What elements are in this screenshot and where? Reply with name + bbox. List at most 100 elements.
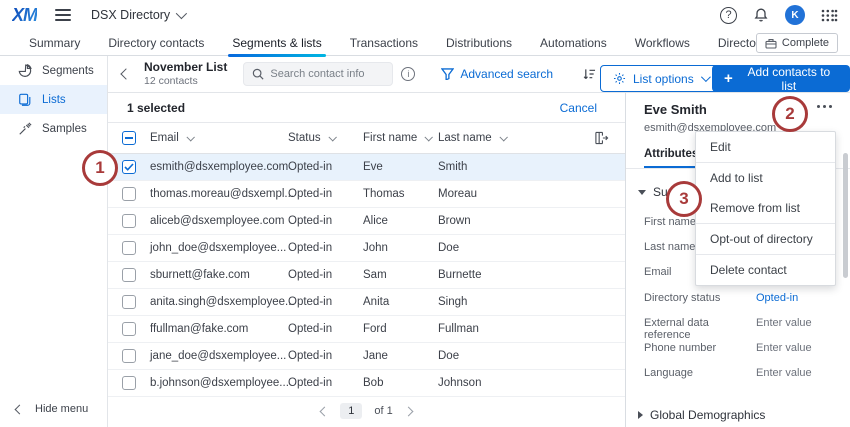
- caret-right-icon: [638, 411, 643, 419]
- cell-first-name: Sam: [363, 269, 387, 281]
- info-icon[interactable]: i: [401, 67, 416, 81]
- tab-directory-contacts[interactable]: Directory contacts: [108, 35, 205, 50]
- cell-first-name: Bob: [363, 377, 384, 389]
- cell-first-name: Thomas: [363, 188, 405, 200]
- complete-button[interactable]: Complete: [755, 33, 838, 53]
- cell-first-name: Eve: [363, 161, 383, 173]
- tab-workflows[interactable]: Workflows: [634, 35, 690, 50]
- top-bar: XM DSX Directory ? K: [0, 0, 850, 30]
- chevron-down-icon[interactable]: [328, 133, 337, 142]
- table-row[interactable]: thomas.moreau@dsxempl... Opted-in Thomas…: [108, 181, 625, 208]
- table-row[interactable]: ffullman@fake.com Opted-in Ford Fullman: [108, 316, 625, 343]
- advanced-search-button[interactable]: Advanced search: [441, 67, 553, 81]
- menu-item-edit[interactable]: Edit: [710, 140, 731, 154]
- column-header-email[interactable]: Email: [150, 132, 179, 144]
- tab-distributions[interactable]: Distributions: [446, 35, 513, 50]
- cell-email: john_doe@dsxemployee...: [150, 242, 287, 254]
- chevron-down-icon[interactable]: [186, 133, 195, 142]
- cell-email: sburnett@fake.com: [150, 269, 250, 281]
- panel-scrollbar[interactable]: [843, 153, 848, 278]
- menu-item-remove-from-list[interactable]: Remove from list: [710, 201, 801, 215]
- caret-down-icon: [638, 189, 646, 195]
- cell-status: Opted-in: [288, 188, 333, 200]
- cell-status: Opted-in: [288, 377, 333, 389]
- cell-status: Opted-in: [288, 242, 333, 254]
- global-demographics-toggle[interactable]: Global Demographics: [638, 408, 765, 422]
- manage-columns-icon[interactable]: [594, 131, 609, 148]
- cell-last-name: Doe: [438, 242, 460, 254]
- row-checkbox[interactable]: [122, 160, 136, 174]
- table-row[interactable]: sburnett@fake.com Opted-in Sam Burnette: [108, 262, 625, 289]
- menu-item-opt-out[interactable]: Opt-out of directory: [710, 232, 813, 246]
- table-row[interactable]: b.johnson@dsxemployee... Opted-in Bob Jo…: [108, 370, 625, 397]
- row-checkbox[interactable]: [122, 376, 136, 390]
- search-input[interactable]: [270, 68, 381, 80]
- tab-summary[interactable]: Summary: [29, 35, 81, 50]
- row-checkbox[interactable]: [122, 214, 136, 228]
- column-header-status[interactable]: Status: [288, 132, 321, 144]
- chevron-down-icon: [175, 7, 188, 20]
- prev-page-icon[interactable]: [319, 406, 330, 416]
- app-grid-icon[interactable]: [821, 9, 838, 22]
- callout-2: 2: [772, 96, 808, 132]
- chevron-left-icon: [14, 404, 25, 414]
- sidebar-item-lists[interactable]: Lists: [0, 85, 107, 114]
- cell-last-name: Doe: [438, 350, 460, 362]
- list-options-button[interactable]: List options: [600, 65, 721, 92]
- selection-bar: 1 selected Cancel: [108, 93, 625, 123]
- directory-title: DSX Directory: [91, 8, 171, 22]
- menu-item-delete-contact[interactable]: Delete contact: [710, 263, 787, 277]
- user-avatar[interactable]: K: [785, 5, 805, 25]
- pagination: 1 of 1: [108, 403, 625, 419]
- row-checkbox[interactable]: [122, 349, 136, 363]
- chevron-down-icon: [700, 72, 711, 83]
- select-all-checkbox[interactable]: [122, 131, 136, 145]
- tab-automations[interactable]: Automations: [540, 35, 607, 50]
- tab-attributes[interactable]: Attributes: [644, 148, 699, 168]
- cell-last-name: Johnson: [438, 377, 482, 389]
- cell-first-name: Anita: [363, 296, 390, 308]
- field-external-data-reference: External data reference Enter value: [644, 317, 812, 341]
- table-row[interactable]: john_doe@dsxemployee... Opted-in John Do…: [108, 235, 625, 262]
- add-contacts-button[interactable]: + Add contacts to list: [712, 65, 850, 93]
- hide-menu-button[interactable]: Hide menu: [14, 403, 88, 415]
- bell-icon[interactable]: [753, 7, 769, 23]
- help-icon[interactable]: ?: [720, 6, 737, 24]
- chevron-down-icon[interactable]: [499, 133, 508, 142]
- cell-email: ffullman@fake.com: [150, 323, 249, 335]
- current-page[interactable]: 1: [340, 403, 363, 419]
- column-header-last-name[interactable]: Last name: [438, 132, 492, 144]
- tab-segments-lists[interactable]: Segments & lists: [218, 30, 335, 57]
- cell-last-name: Fullman: [438, 323, 479, 335]
- cell-email: esmith@dsxemployee.com: [150, 161, 289, 173]
- table-row[interactable]: anita.singh@dsxemployee... Opted-in Anit…: [108, 289, 625, 316]
- table-row[interactable]: aliceb@dsxemployee.com Opted-in Alice Br…: [108, 208, 625, 235]
- cell-first-name: Ford: [363, 323, 387, 335]
- row-checkbox[interactable]: [122, 268, 136, 282]
- menu-item-add-to-list[interactable]: Add to list: [710, 171, 763, 185]
- hamburger-menu-icon[interactable]: [55, 9, 71, 21]
- directory-status-link[interactable]: Opted-in: [756, 292, 799, 304]
- back-button[interactable]: [120, 68, 132, 80]
- chevron-down-icon[interactable]: [424, 133, 434, 142]
- tab-transactions[interactable]: Transactions: [349, 35, 418, 50]
- sidebar-item-samples[interactable]: Samples: [0, 114, 107, 143]
- next-page-icon[interactable]: [403, 406, 414, 416]
- row-checkbox[interactable]: [122, 187, 136, 201]
- sidebar-item-segments[interactable]: Segments: [0, 56, 107, 85]
- contact-name: Eve Smith: [644, 102, 707, 117]
- row-checkbox[interactable]: [122, 241, 136, 255]
- row-checkbox[interactable]: [122, 295, 136, 309]
- sidebar: Segments Lists Samples Hide menu: [0, 56, 108, 427]
- more-options-icon[interactable]: [817, 105, 832, 108]
- column-header-first-name[interactable]: First name: [363, 132, 418, 144]
- row-checkbox[interactable]: [122, 322, 136, 336]
- cell-status: Opted-in: [288, 323, 333, 335]
- directory-switcher[interactable]: DSX Directory: [91, 7, 188, 22]
- cancel-selection-link[interactable]: Cancel: [559, 100, 597, 115]
- search-box[interactable]: [243, 62, 394, 86]
- table-header-row: Email Status First name Last name: [108, 123, 625, 154]
- samples-pipette-icon: [19, 121, 32, 135]
- table-row[interactable]: jane_doe@dsxemployee... Opted-in Jane Do…: [108, 343, 625, 370]
- table-row[interactable]: esmith@dsxemployee.com Opted-in Eve Smit…: [108, 154, 625, 181]
